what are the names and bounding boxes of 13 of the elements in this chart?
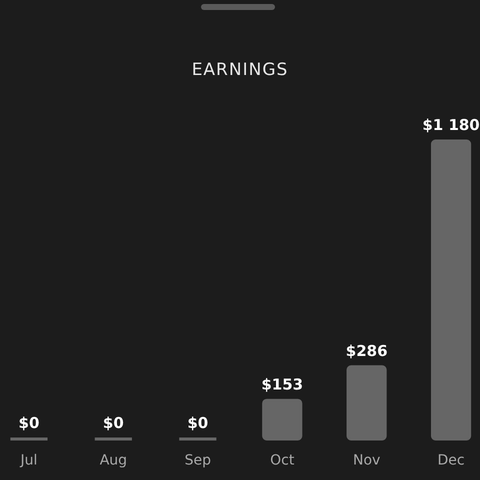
x-tick-label: Aug — [100, 452, 128, 468]
x-tick-label: Sep — [184, 452, 212, 468]
data-label: $0 — [187, 414, 208, 432]
x-tick-label: Jul — [20, 452, 38, 468]
data-label: $153 — [261, 375, 304, 394]
data-label: $1 180 — [422, 116, 480, 134]
data-label: $0 — [102, 414, 124, 432]
x-tick-label: Nov — [352, 452, 380, 468]
chart-title: EARNINGS — [190, 60, 290, 80]
data-label: $286 — [346, 342, 388, 360]
x-tick-label: Dec — [438, 452, 465, 468]
x-tick-label: Oct — [270, 452, 295, 468]
data-label: $0 — [18, 414, 40, 432]
